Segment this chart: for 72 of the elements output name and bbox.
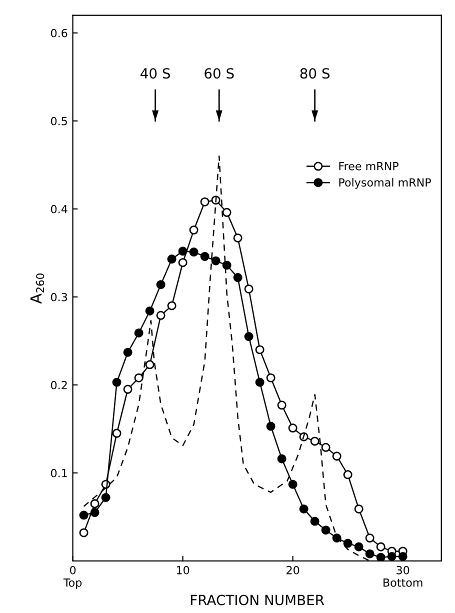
point (266, 373, 276, 382)
ref-line-label: 60 S (204, 68, 234, 79)
y-tick-label: 0.6 (51, 28, 68, 38)
y-tick-label: 0.5 (51, 116, 67, 126)
point (123, 384, 132, 394)
point (277, 400, 286, 410)
point (365, 549, 374, 558)
point (387, 552, 396, 561)
x-tick-label: 10 (176, 566, 190, 574)
point (79, 528, 88, 538)
point (211, 256, 220, 266)
point (156, 280, 166, 290)
point (343, 470, 352, 480)
point (90, 508, 100, 518)
point (90, 499, 100, 508)
y-tick-label: 0.1 (51, 468, 67, 478)
point (343, 538, 352, 548)
point (321, 526, 330, 535)
point (200, 252, 210, 261)
point (332, 452, 342, 461)
point (354, 504, 364, 514)
x-tick-label: 0 Top (63, 566, 82, 589)
point (365, 534, 374, 543)
point (310, 436, 320, 446)
point (233, 233, 242, 242)
legend-label: Free mRNP (339, 162, 398, 170)
point (79, 510, 88, 520)
x-tick-label: 20 (286, 566, 300, 574)
point (156, 310, 166, 320)
point (244, 284, 254, 294)
point (145, 360, 154, 370)
point (134, 373, 144, 382)
point (189, 226, 198, 235)
point (178, 258, 188, 268)
point (233, 273, 242, 282)
point (398, 552, 408, 561)
y-tick-label: 0.4 (51, 204, 68, 214)
point (167, 254, 176, 264)
point (134, 328, 144, 338)
point (101, 493, 110, 502)
y-tick-label: 0.2 (51, 380, 67, 390)
y-tick-label: 0.3 (51, 292, 68, 302)
point (277, 454, 286, 464)
point (189, 248, 198, 257)
point (376, 542, 386, 552)
point (354, 542, 364, 552)
x-axis-title: FRACTION NUMBER (191, 594, 324, 606)
point (123, 348, 132, 357)
point (222, 208, 232, 217)
point (222, 260, 232, 270)
point (255, 345, 264, 354)
point (376, 552, 386, 561)
point (112, 428, 122, 438)
ref-line-label: 80 S (300, 68, 330, 79)
point (266, 422, 276, 431)
x-tick-label: 30 Bottom (384, 566, 422, 587)
point (321, 442, 330, 452)
point (310, 516, 320, 526)
point (145, 306, 154, 316)
ref-line-label: 40 S (140, 68, 170, 79)
point (288, 424, 298, 433)
point (332, 534, 342, 543)
y-axis-title: A$_{260}$ (30, 274, 44, 304)
point (299, 504, 308, 514)
point (112, 378, 122, 387)
point (244, 332, 254, 342)
legend-label: Polysomal mRNP (339, 178, 431, 189)
point (178, 246, 188, 256)
point (255, 378, 264, 387)
point (167, 301, 176, 310)
point (200, 197, 210, 206)
point (288, 480, 298, 489)
